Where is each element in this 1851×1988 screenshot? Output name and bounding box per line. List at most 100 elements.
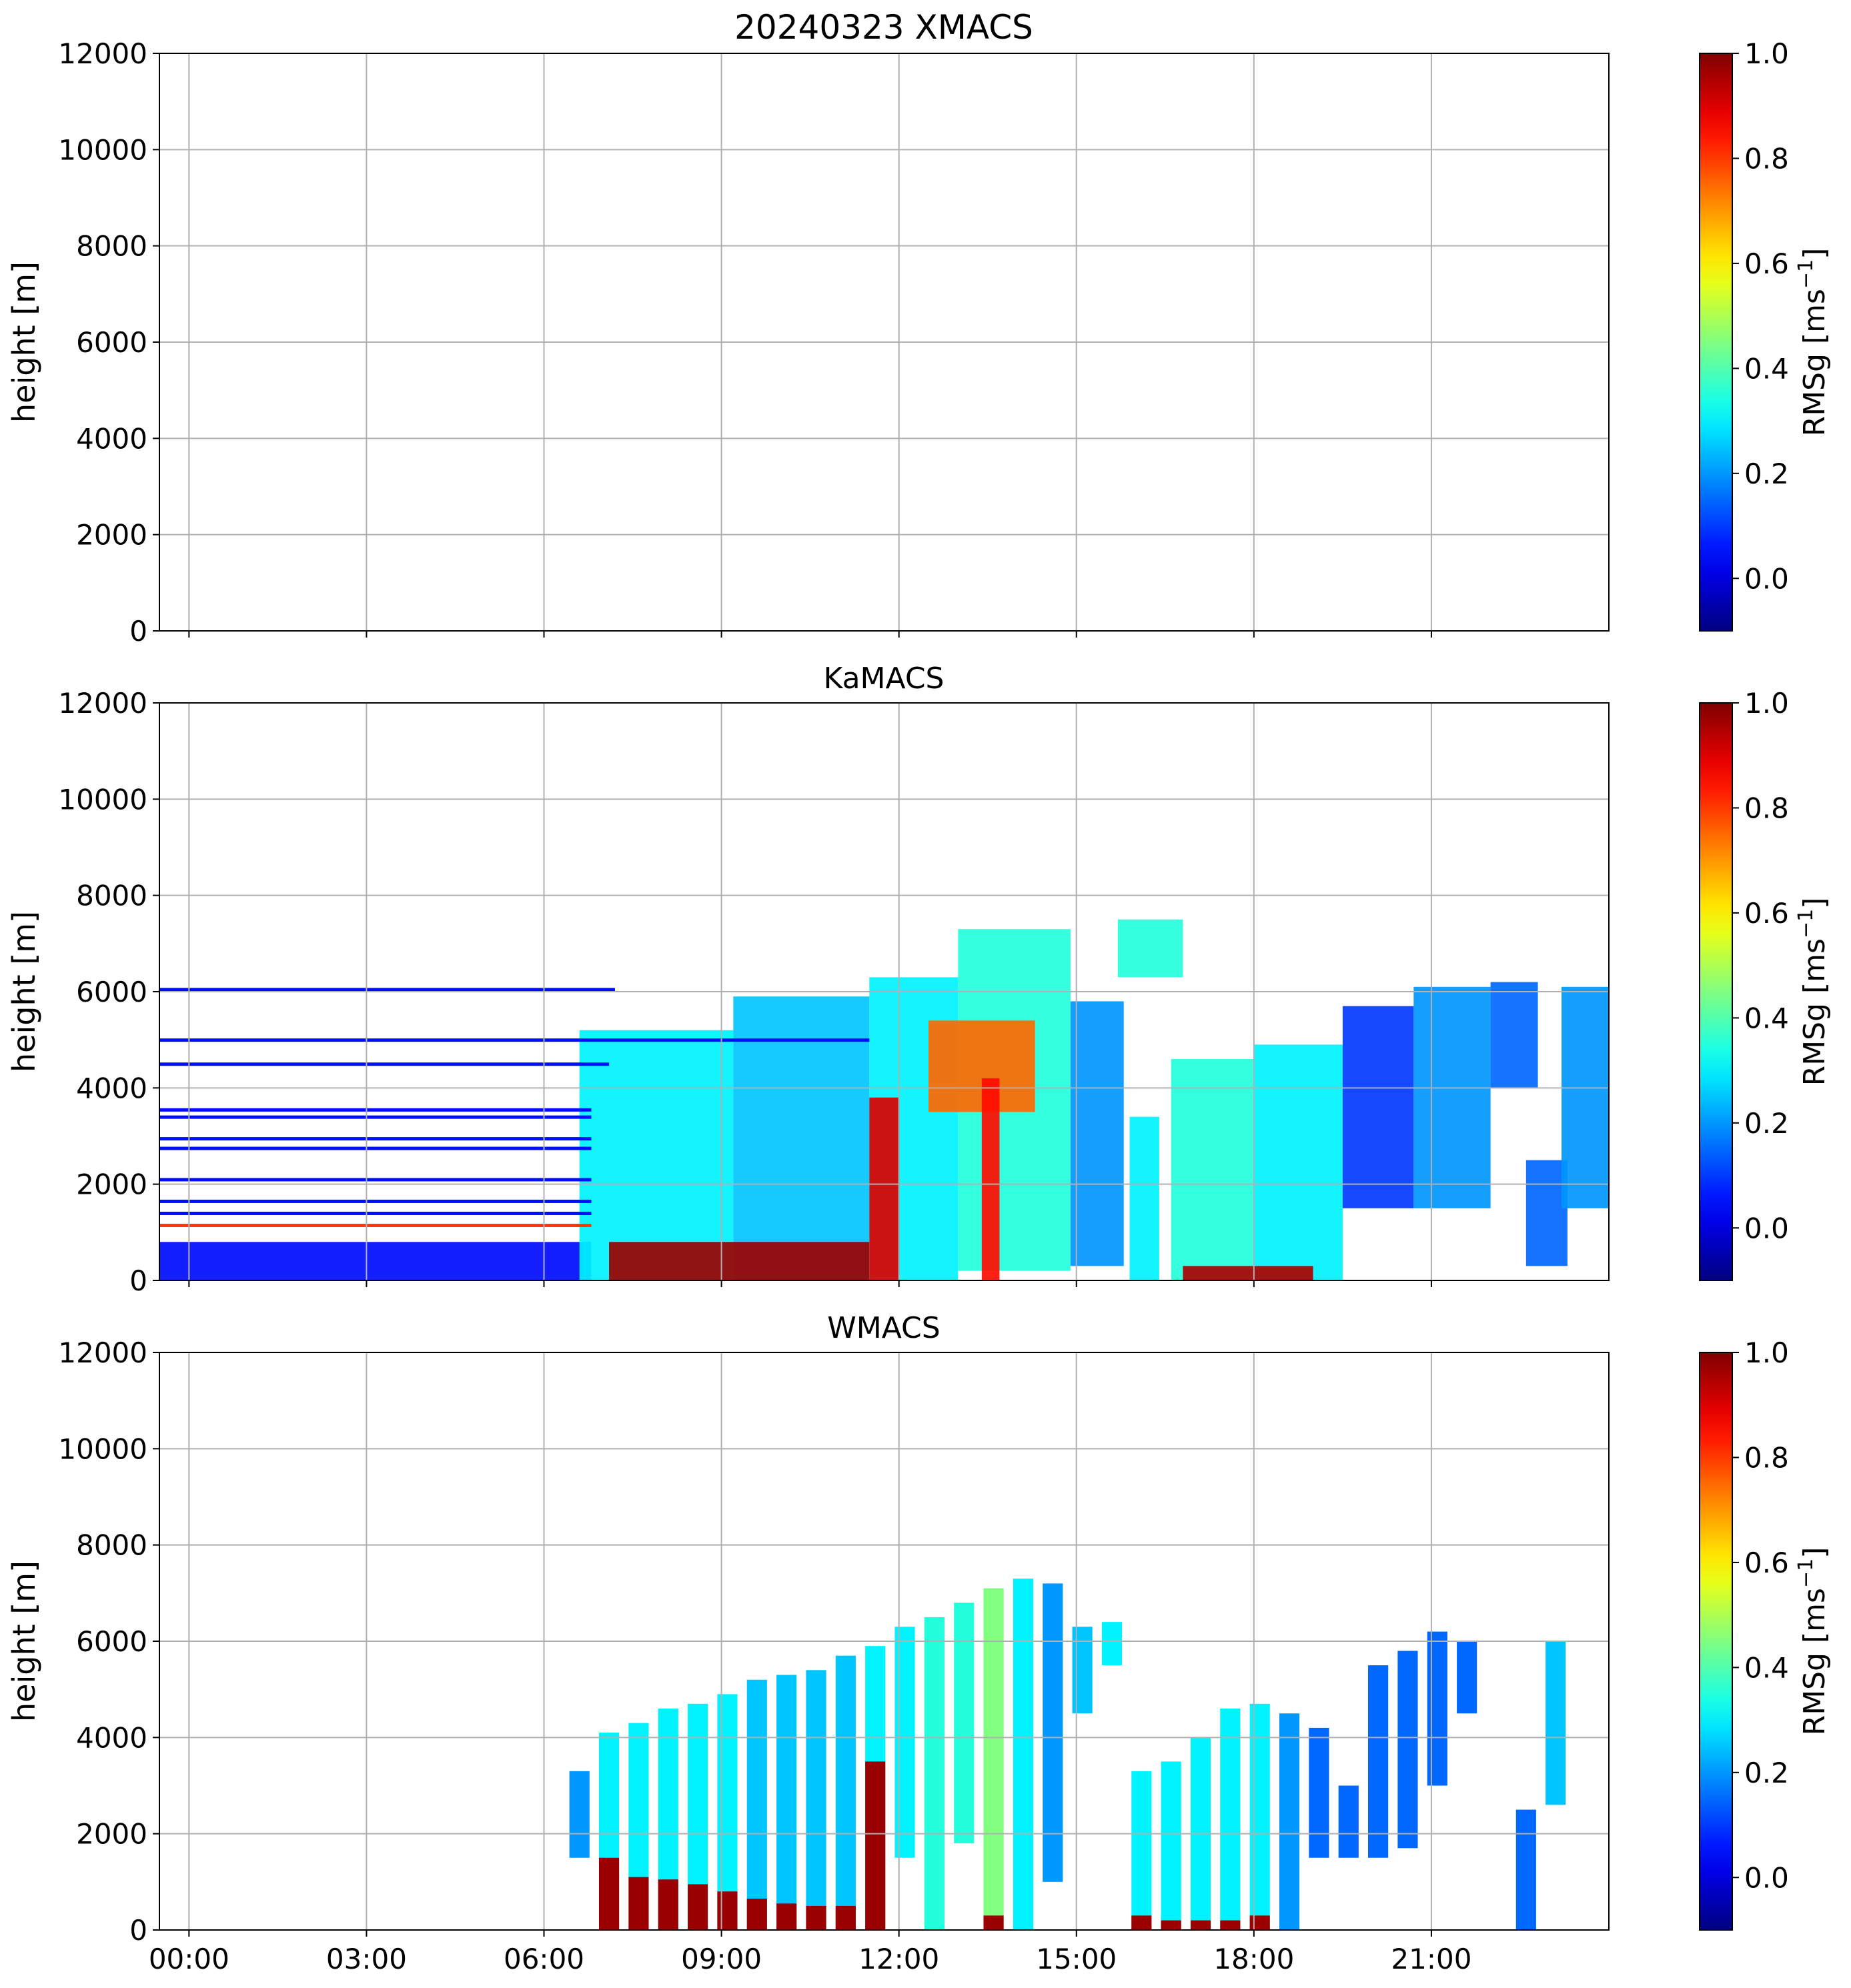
colorbar-tick-label: 0.0	[1744, 562, 1789, 595]
colorbar-label: RMSg [ms−1]	[1794, 248, 1832, 437]
figure-title: 20240323 XMACS	[734, 8, 1033, 47]
y-axis-label: height [m]	[6, 1561, 42, 1722]
y-tick-label: 0	[129, 615, 147, 648]
colorbar-tick-label: 0.8	[1744, 142, 1789, 175]
data-column	[1220, 1709, 1241, 1930]
y-tick-label: 6000	[76, 326, 147, 359]
data-column-base	[1190, 1920, 1211, 1930]
colorbar-tick-label: 0.4	[1744, 1002, 1789, 1034]
x-tick-label: 09:00	[681, 1943, 762, 1975]
colorbar-tick-label: 0.4	[1744, 352, 1789, 385]
data-column-base	[806, 1905, 826, 1930]
panel-wmacs: WMACS 0 2000 4000 6000 8000 10000 12000 height …	[6, 1311, 1832, 1975]
y-tick-label: 10000	[58, 783, 147, 816]
data-region	[1129, 1116, 1159, 1280]
y-tick-label: 4000	[76, 1072, 147, 1104]
data-region	[609, 1242, 870, 1280]
data-column	[1161, 1761, 1181, 1930]
data-region	[1413, 986, 1491, 1208]
data-column	[835, 1655, 856, 1930]
data-column-base	[658, 1879, 678, 1930]
y-tick-label: 12000	[58, 1336, 147, 1369]
data-column	[954, 1603, 975, 1844]
data-region	[1490, 982, 1538, 1088]
colorbar	[1699, 1352, 1733, 1931]
colorbar-tick-label: 0.2	[1744, 1757, 1789, 1789]
axes-frame	[159, 1352, 1610, 1931]
y-tick-label: 2000	[76, 1168, 147, 1201]
data-column	[1515, 1809, 1536, 1930]
data-column	[1043, 1583, 1063, 1882]
colorbar-label-close: ]	[1798, 248, 1832, 259]
colorbar-tick-label: 0.2	[1744, 1107, 1789, 1140]
data-region	[1183, 1266, 1313, 1280]
colorbar-tick-label: 1.0	[1744, 1336, 1789, 1369]
y-tick-label: 8000	[76, 230, 147, 263]
data-column	[894, 1627, 915, 1858]
data-column	[1338, 1785, 1359, 1858]
clutter-line	[159, 1146, 592, 1150]
data-region	[1171, 1059, 1254, 1280]
data-column	[1309, 1727, 1329, 1858]
data-column-base	[1161, 1920, 1181, 1930]
colorbar-label: RMSg [ms−1]	[1794, 898, 1832, 1086]
y-tick-label: 12000	[58, 37, 147, 70]
data-region	[981, 1078, 1000, 1280]
data-column	[1013, 1579, 1034, 1930]
data-column	[1397, 1651, 1418, 1849]
colorbar-tick-label: 0.8	[1744, 1441, 1789, 1474]
panel-xmacs: 0 2000 4000 6000 8000 10000 12000 height [m] 0.0…	[6, 37, 1832, 648]
colorbar	[1699, 702, 1733, 1281]
data-column-base	[1220, 1920, 1241, 1930]
colorbar-label-text: RMSg [ms	[1798, 938, 1832, 1086]
y-tick-label: 0	[129, 1914, 147, 1947]
y-tick-label: 8000	[76, 880, 147, 912]
axes-frame	[159, 702, 1610, 1281]
clutter-line	[159, 1062, 610, 1066]
colorbar-label-text: RMSg [ms	[1798, 289, 1832, 436]
colorbar-tick-label: 0.6	[1744, 247, 1789, 280]
data-region	[1253, 1044, 1343, 1280]
clutter-line	[159, 1224, 592, 1228]
axes-frame	[159, 53, 1610, 632]
data-layer	[159, 919, 1609, 1280]
colorbar-tick-label: 0.4	[1744, 1651, 1789, 1684]
y-tick-label: 10000	[58, 1432, 147, 1465]
colorbar-label-exponent: −1	[1794, 1559, 1818, 1588]
colorbar-tick-label: 0.0	[1744, 1861, 1789, 1894]
y-tick-label: 4000	[76, 422, 147, 455]
colorbar-tick-label: 0.0	[1744, 1212, 1789, 1244]
data-column	[1427, 1631, 1447, 1786]
clutter-line	[159, 1211, 592, 1215]
data-column	[1072, 1627, 1093, 1714]
clutter-line	[159, 1108, 592, 1112]
data-region	[1562, 986, 1609, 1208]
colorbar-label-exponent: −1	[1794, 909, 1818, 938]
y-axis-label: height [m]	[6, 911, 42, 1072]
colorbar-tick-label: 1.0	[1744, 687, 1789, 720]
panel-title: KaMACS	[824, 662, 945, 696]
y-tick-label: 2000	[76, 519, 147, 552]
clutter-line	[159, 1199, 592, 1203]
colorbar-tick-label: 1.0	[1744, 37, 1789, 70]
x-tick-label: 06:00	[504, 1943, 584, 1975]
data-layer	[569, 1579, 1566, 1930]
clutter-line	[159, 1137, 592, 1141]
data-column	[1279, 1713, 1300, 1930]
y-tick-label: 4000	[76, 1721, 147, 1754]
data-column-base	[717, 1891, 738, 1930]
data-column	[1457, 1641, 1477, 1714]
colorbar-label-exponent: −1	[1794, 259, 1818, 289]
colorbar-label-text: RMSg [ms	[1798, 1588, 1832, 1735]
data-column-base	[688, 1884, 708, 1930]
data-column-base	[746, 1899, 767, 1930]
colorbar-tick-label: 0.8	[1744, 792, 1789, 824]
data-column	[1101, 1622, 1123, 1666]
y-axis-label: height [m]	[6, 261, 42, 423]
x-tick-label: 03:00	[326, 1943, 407, 1975]
x-tick-label: 00:00	[149, 1943, 229, 1975]
y-tick-label: 12000	[58, 687, 147, 720]
x-tick-label: 12:00	[858, 1943, 939, 1975]
data-region	[869, 1097, 899, 1280]
data-column	[717, 1694, 738, 1930]
